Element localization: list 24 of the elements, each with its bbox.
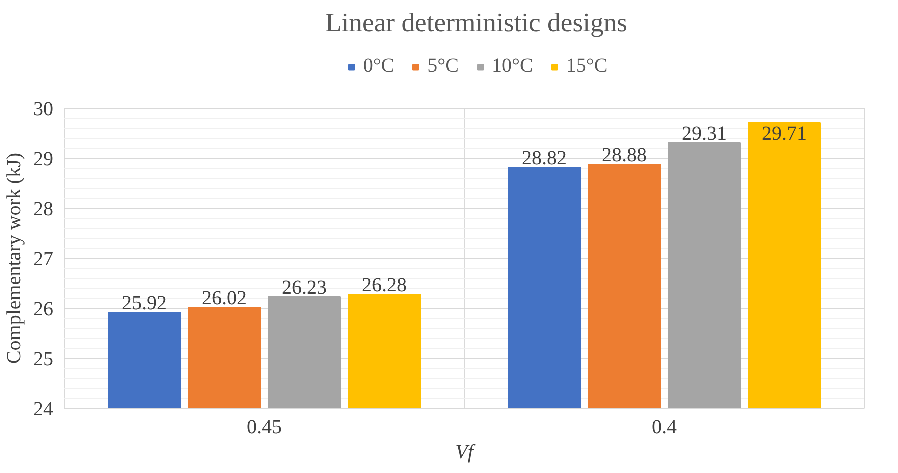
legend-label: 5°C xyxy=(428,55,459,78)
y-tick-label: 29 xyxy=(34,148,54,170)
data-label: 28.88 xyxy=(602,144,647,166)
data-label: 26.28 xyxy=(362,274,407,296)
data-label: 26.23 xyxy=(282,277,327,299)
y-tick-label: 28 xyxy=(34,198,54,220)
y-tick-label: 26 xyxy=(34,298,54,320)
data-label: 29.71 xyxy=(762,123,807,145)
x-axis-title: Vf xyxy=(456,442,476,464)
data-label: 26.02 xyxy=(202,288,247,310)
y-tick-label: 24 xyxy=(34,398,54,420)
y-tick-label: 25 xyxy=(34,348,54,370)
y-axis-title: Complementary work (kJ) xyxy=(4,152,26,364)
y-tick-label: 27 xyxy=(34,248,54,270)
legend-label: 15°C xyxy=(566,55,608,78)
legend-label: 10°C xyxy=(492,55,534,78)
chart-title: Linear deterministic designs xyxy=(325,8,628,38)
x-tick-label: 0.45 xyxy=(247,416,282,438)
data-label: 28.82 xyxy=(522,148,567,170)
data-label: 29.31 xyxy=(682,123,727,145)
data-label: 25.92 xyxy=(122,292,167,314)
y-tick-label: 30 xyxy=(34,98,54,120)
x-tick-label: 0.4 xyxy=(652,416,677,438)
legend-label: 0°C xyxy=(363,55,395,78)
